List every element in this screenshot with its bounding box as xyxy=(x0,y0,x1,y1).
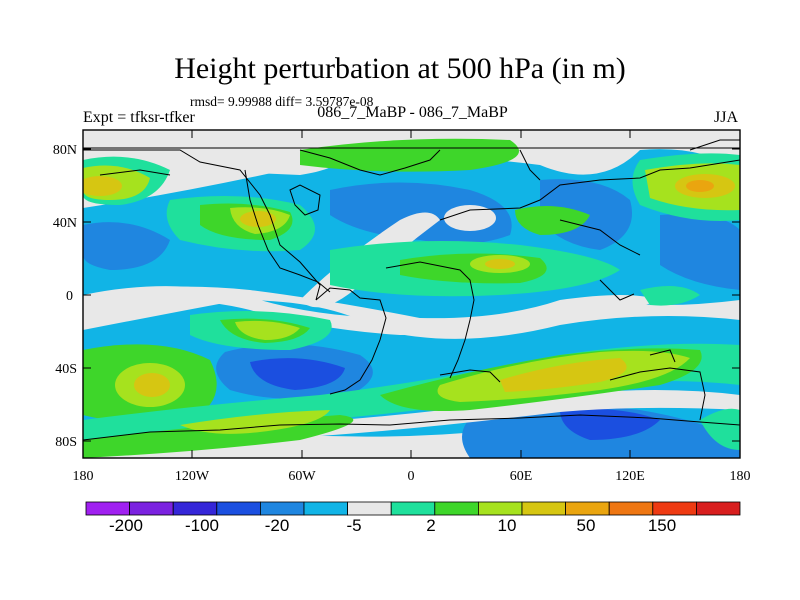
colorbar-swatch xyxy=(652,501,697,516)
colorbar-swatch xyxy=(85,501,130,516)
colorbar xyxy=(85,501,741,516)
experiment-label: Expt = tfksr-tfker xyxy=(83,109,195,126)
colorbar-swatch xyxy=(390,501,436,516)
colorbar-swatch xyxy=(303,501,348,516)
lon-label-60w: 60W xyxy=(288,469,316,484)
colorbar-label: -100 xyxy=(185,516,219,535)
lon-tick-180w: 180 xyxy=(73,450,94,484)
lon-label-120w: 120W xyxy=(175,469,210,484)
season-label: JJA xyxy=(714,109,739,126)
longitude-axis: 180 120W 60W 0 60E 120E 180 xyxy=(73,130,751,484)
lon-label-180e: 180 xyxy=(730,469,751,484)
colorbar-swatch xyxy=(477,501,523,516)
lon-tick-180e: 180 xyxy=(730,450,751,484)
colorbar-swatch xyxy=(347,501,392,516)
latitude-axis: 80N 40N 0 40S 80S xyxy=(53,143,740,450)
lat-tick-80s: 80S xyxy=(55,435,740,450)
lat-label-40s: 40S xyxy=(55,362,77,377)
lon-tick-0: 0 xyxy=(408,130,415,484)
lat-label-40n: 40N xyxy=(53,216,77,231)
colorbar-label: 2 xyxy=(426,516,435,535)
lon-tick-60w: 60W xyxy=(288,130,316,484)
lat-tick-40n: 40N xyxy=(53,216,740,231)
lon-label-180w: 180 xyxy=(73,469,94,484)
colorbar-swatch xyxy=(608,501,654,516)
lat-tick-0: 0 xyxy=(66,289,740,304)
lon-label-60e: 60E xyxy=(510,469,533,484)
lat-label-80n: 80N xyxy=(53,143,77,158)
colorbar-label: -20 xyxy=(265,516,290,535)
lon-tick-120w: 120W xyxy=(175,130,210,484)
lat-label-equator: 0 xyxy=(66,289,73,304)
colorbar-label: 50 xyxy=(577,516,596,535)
colorbar-swatch xyxy=(565,501,610,516)
colorbar-label: 150 xyxy=(648,516,676,535)
colorbar-swatch xyxy=(172,501,218,516)
stats-label: rmsd= 9.99988 diff= 3.59787e-08 xyxy=(190,94,374,109)
colorbar-label: -5 xyxy=(346,516,361,535)
colorbar-swatch xyxy=(129,501,174,516)
colorbar-swatch xyxy=(696,501,741,516)
colorbar-swatch xyxy=(434,501,479,516)
colorbar-swatch xyxy=(216,501,261,516)
high-core-region xyxy=(83,163,740,434)
case-label: 086_7_MaBP - 086_7_MaBP xyxy=(317,104,508,121)
lon-label-120e: 120E xyxy=(615,469,645,484)
lon-tick-60e: 60E xyxy=(510,130,533,484)
continent-outlines xyxy=(83,139,740,441)
colorbar-swatch xyxy=(259,501,305,516)
contour-field xyxy=(83,130,740,458)
lon-tick-120e: 120E xyxy=(615,130,645,484)
lat-tick-40s: 40S xyxy=(55,362,740,377)
colorbar-swatch xyxy=(521,501,566,516)
colorbar-label: -200 xyxy=(109,516,143,535)
colorbar-labels: -200 -100 -20 -5 2 10 50 150 xyxy=(109,516,676,535)
lon-label-prime-meridian: 0 xyxy=(408,469,415,484)
lat-label-80s: 80S xyxy=(55,435,77,450)
lat-tick-80n: 80N xyxy=(53,143,740,158)
colorbar-label: 10 xyxy=(498,516,517,535)
plot-title: Height perturbation at 500 hPa (in m) xyxy=(174,52,626,85)
